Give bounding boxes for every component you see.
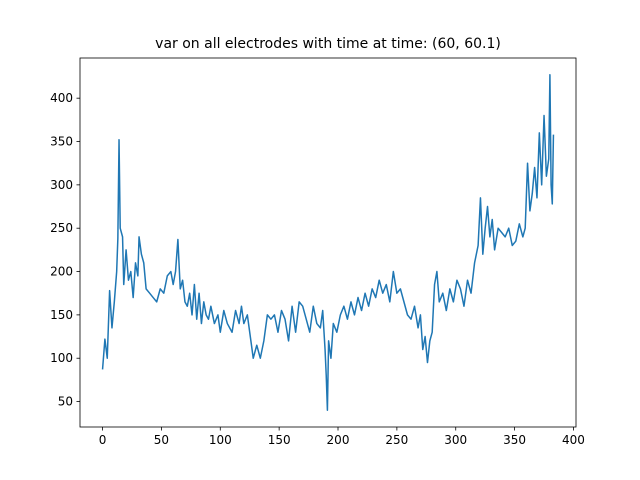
data-line	[101, 74, 555, 411]
y-tick-label: 150	[50, 308, 73, 322]
y-tick-label: 350	[50, 135, 73, 149]
x-tick-label: 350	[503, 433, 526, 447]
y-tick-label: 50	[58, 395, 73, 409]
x-tick-label: 150	[268, 433, 291, 447]
chart-title: var on all electrodes with time at time:…	[155, 36, 501, 52]
x-tick-label: 50	[154, 433, 169, 447]
x-tick-label: 300	[444, 433, 467, 447]
x-tick-label: 200	[327, 433, 350, 447]
y-tick-label: 300	[50, 178, 73, 192]
axes-frame	[79, 57, 577, 428]
x-tick-label: 100	[209, 433, 232, 447]
y-tick-label: 100	[50, 351, 73, 365]
y-tick-label: 400	[50, 91, 73, 105]
y-tick-label: 250	[50, 221, 73, 235]
y-tick-label: 200	[50, 265, 73, 279]
x-tick-label: 400	[562, 433, 585, 447]
x-tick-label: 0	[99, 433, 107, 447]
x-tick-label: 250	[385, 433, 408, 447]
